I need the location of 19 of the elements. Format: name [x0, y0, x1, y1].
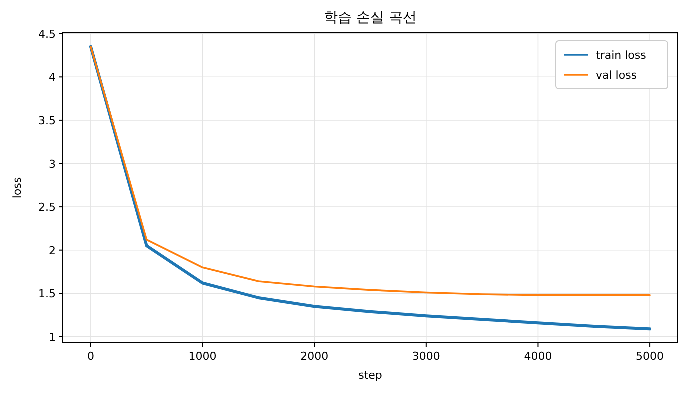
x-tick-label: 2000 [300, 350, 329, 363]
legend-label: train loss [596, 49, 647, 62]
x-tick-label: 3000 [412, 350, 440, 363]
y-tick-label: 3.5 [38, 114, 56, 128]
y-tick-label: 2 [49, 244, 56, 258]
y-tick-label: 4 [49, 71, 56, 84]
x-tick-label: 5000 [636, 350, 664, 363]
chart-title: 학습 손실 곡선 [324, 10, 417, 26]
y-tick-label: 3 [49, 158, 56, 171]
x-tick-label: 0 [87, 350, 94, 363]
x-tick-label: 1000 [188, 350, 217, 363]
y-tick-label: 4.5 [38, 28, 56, 41]
y-tick-label: 2.5 [38, 201, 56, 214]
x-axis-title: step [358, 369, 382, 382]
y-tick-label: 1 [49, 330, 56, 344]
x-tick-label: 4000 [524, 350, 552, 363]
y-tick-label: 1.5 [38, 288, 56, 301]
legend-label: val loss [596, 69, 638, 82]
y-axis-title: loss [11, 177, 24, 199]
